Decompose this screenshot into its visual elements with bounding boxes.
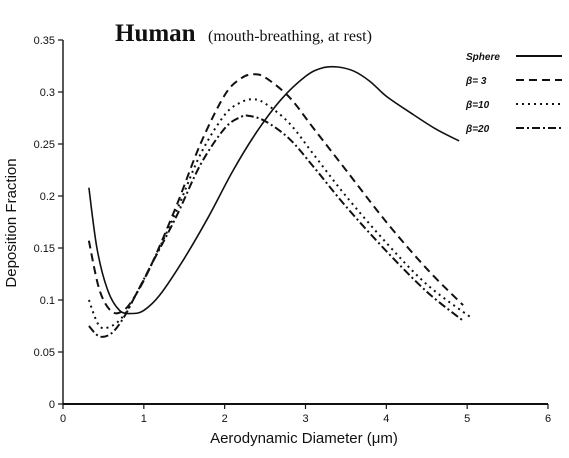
x-tick-label: 5 <box>464 413 470 425</box>
legend-label-4: β=20 <box>465 124 490 135</box>
y-tick-label: 0.1 <box>40 295 55 307</box>
x-tick-label: 1 <box>141 413 147 425</box>
x-tick-label: 2 <box>222 413 228 425</box>
legend: Sphere β= 3 β=10 β=20 <box>465 52 562 135</box>
y-tick-label: 0.15 <box>34 243 55 255</box>
legend-label-2: β= 3 <box>465 76 487 87</box>
x-axis-label: Aerodynamic Diameter (μm) <box>210 430 398 447</box>
x-tick-label: 4 <box>383 413 389 425</box>
series-line-3 <box>87 98 472 330</box>
x-tick-label: 3 <box>302 413 308 425</box>
legend-label-1: Sphere <box>466 52 500 63</box>
plot-area: 0 0.05 0.1 0.15 0.2 0.25 0.3 0.35 0 1 2 3 4 5 6 <box>34 35 551 425</box>
x-tick-label: 6 <box>545 413 551 425</box>
legend-label-3: β=10 <box>465 100 490 111</box>
chart-subtitle: (mouth-breathing, at rest) <box>208 28 372 45</box>
series-line-1 <box>88 65 460 315</box>
y-axis-label: Deposition Fraction <box>3 158 20 287</box>
y-tick-label: 0 <box>49 399 55 411</box>
series-line-2 <box>87 73 464 315</box>
x-tick-label: 0 <box>60 413 66 425</box>
y-tick-label: 0.3 <box>40 87 55 99</box>
series-line-4 <box>88 114 464 338</box>
y-tick-label: 0.35 <box>34 35 55 47</box>
y-tick-label: 0.05 <box>34 347 55 359</box>
y-tick-label: 0.2 <box>40 191 55 203</box>
chart-title: Human <box>115 20 196 47</box>
y-tick-label: 0.25 <box>34 139 55 151</box>
